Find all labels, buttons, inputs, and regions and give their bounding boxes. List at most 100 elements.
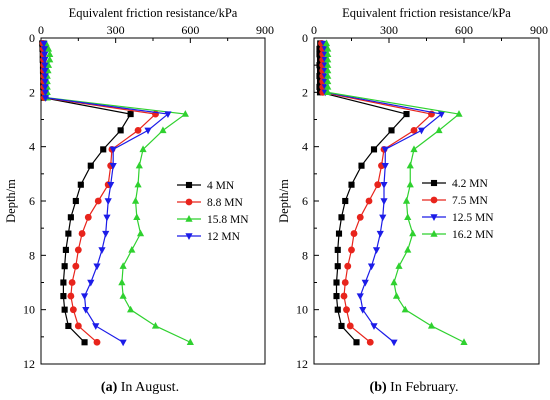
y-tick-label: 0	[302, 31, 308, 45]
data-point	[62, 246, 69, 253]
data-point	[44, 61, 53, 68]
data-point	[41, 67, 49, 75]
series-line	[41, 43, 132, 343]
data-point	[353, 339, 360, 346]
data-point	[128, 245, 136, 253]
legend-marker	[430, 179, 438, 187]
data-point	[40, 46, 49, 53]
data-point	[127, 111, 134, 118]
data-point	[107, 182, 115, 189]
data-point	[324, 88, 332, 96]
legend-label: 12 MN	[207, 231, 241, 243]
data-point	[41, 62, 49, 70]
data-point	[381, 146, 389, 154]
panel-caption: (b) In February.	[370, 380, 459, 395]
data-point	[366, 338, 374, 346]
caption-text: In August.	[117, 380, 179, 395]
legend: 4 MN 8.8 MN 15.8 MN 12 MN	[177, 180, 249, 243]
y-tick-label: 4	[29, 140, 35, 154]
data-point	[103, 214, 111, 222]
data-point	[367, 263, 376, 271]
series-1	[39, 40, 159, 346]
data-point	[60, 279, 67, 286]
legend-label: 4 MN	[207, 180, 235, 192]
data-point	[65, 230, 72, 237]
data-point	[343, 306, 350, 314]
data-point	[134, 126, 142, 134]
data-point	[401, 305, 409, 313]
data-point	[131, 197, 140, 204]
data-point	[61, 306, 68, 313]
legend-label: 16.2 MN	[452, 229, 494, 241]
legend-marker	[185, 181, 193, 189]
data-point	[335, 230, 343, 237]
data-point	[41, 57, 49, 64]
legend: 4.2 MN 7.5 MN 12.5 MN 16.2 MN	[422, 178, 494, 241]
data-point	[410, 126, 418, 134]
y-axis-title: Depth/m	[277, 179, 291, 223]
data-point	[109, 162, 117, 170]
series-line	[45, 43, 191, 343]
data-point	[392, 292, 401, 299]
data-point	[334, 306, 341, 313]
data-point	[94, 197, 102, 205]
data-point	[322, 39, 331, 47]
data-point	[135, 161, 143, 169]
data-point	[333, 279, 340, 286]
y-tick-label: 8	[29, 248, 35, 262]
data-point	[361, 279, 369, 287]
data-point	[41, 51, 49, 59]
series-1	[318, 40, 435, 346]
data-point	[402, 197, 411, 204]
data-point	[136, 229, 145, 237]
data-point	[409, 229, 417, 237]
y-tick-label: 2	[302, 85, 308, 99]
legend-marker	[430, 214, 438, 221]
data-point	[41, 95, 50, 102]
data-point	[380, 182, 388, 189]
legend-marker	[430, 230, 438, 237]
data-point	[72, 197, 79, 205]
x-tick-label: 0	[38, 23, 44, 37]
data-point	[406, 161, 414, 169]
data-point	[324, 82, 332, 90]
x-tick-label: 600	[455, 23, 473, 37]
data-point	[139, 145, 147, 153]
data-point	[67, 292, 75, 300]
data-point	[117, 127, 124, 134]
data-point	[46, 55, 54, 63]
series-3	[40, 40, 172, 347]
data-point	[119, 339, 127, 347]
data-point	[78, 230, 86, 238]
data-point	[324, 66, 332, 74]
data-point	[186, 338, 194, 345]
data-point	[151, 322, 160, 329]
data-point	[338, 214, 345, 221]
panel-caption: (a) In August.	[101, 380, 179, 395]
data-point	[404, 245, 412, 253]
chart-panel-b: 0 300 600 900 0 2 4 6 8 10 12 Equivalent friction r…	[277, 6, 548, 395]
data-point	[118, 278, 126, 286]
data-point	[333, 293, 340, 300]
data-point	[80, 293, 89, 301]
data-point	[164, 111, 172, 119]
data-point	[359, 306, 367, 314]
data-point	[390, 278, 398, 286]
data-point	[324, 55, 332, 63]
legend-marker	[185, 198, 193, 206]
data-point	[372, 247, 381, 254]
data-point	[324, 72, 332, 79]
data-point	[460, 338, 468, 345]
legend-label: 7.5 MN	[452, 195, 488, 207]
data-point	[340, 292, 348, 300]
y-tick-label: 6	[29, 194, 35, 208]
x-tick-label: 900	[530, 23, 548, 37]
data-point	[134, 180, 142, 188]
data-point	[109, 146, 117, 154]
legend-label: 15.8 MN	[207, 214, 249, 226]
y-tick-label: 10	[296, 303, 308, 317]
data-point	[350, 230, 358, 238]
data-point	[127, 305, 135, 313]
y-tick-label: 2	[29, 85, 35, 99]
